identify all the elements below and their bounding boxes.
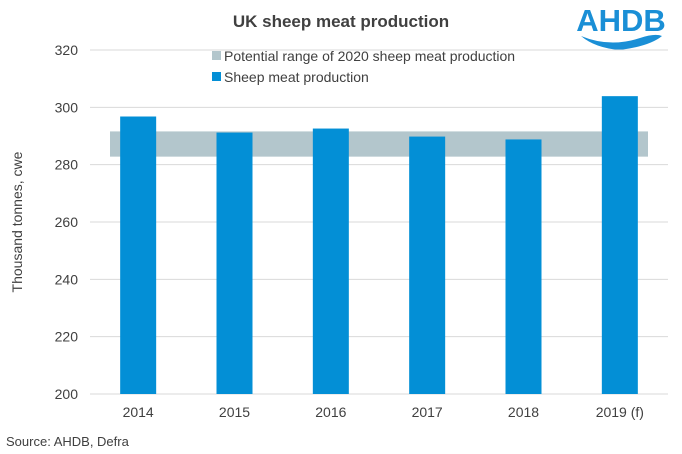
bar-2019f bbox=[601, 96, 638, 395]
x-tick-label: 2017 bbox=[412, 404, 443, 420]
y-axis-label: Thousand tonnes, cwe bbox=[9, 151, 25, 292]
logo-text: AHDB bbox=[576, 3, 666, 38]
bar-2016 bbox=[312, 128, 349, 394]
range-band bbox=[110, 131, 648, 157]
bar-2015 bbox=[216, 132, 253, 394]
bar-2018 bbox=[505, 139, 542, 394]
ahdb-logo: AHDB bbox=[576, 3, 666, 50]
source-note: Source: AHDB, Defra bbox=[6, 434, 130, 449]
bar-2014 bbox=[120, 116, 157, 395]
y-tick-label: 280 bbox=[55, 157, 79, 173]
x-tick-label: 2015 bbox=[219, 404, 250, 420]
x-tick-label: 2014 bbox=[123, 404, 154, 420]
y-tick-label: 300 bbox=[55, 99, 79, 115]
y-tick-label: 320 bbox=[55, 42, 79, 58]
legend-swatch-range bbox=[212, 51, 221, 60]
legend-label-production: Sheep meat production bbox=[224, 69, 369, 85]
y-tick-label: 220 bbox=[55, 329, 79, 345]
chart-title: UK sheep meat production bbox=[233, 12, 449, 31]
legend: Potential range of 2020 sheep meat produ… bbox=[212, 48, 515, 85]
y-tick-label: 240 bbox=[55, 271, 79, 287]
bar-2017 bbox=[409, 136, 446, 394]
x-tick-label: 2018 bbox=[508, 404, 539, 420]
legend-label-range: Potential range of 2020 sheep meat produ… bbox=[224, 48, 515, 64]
y-tick-label: 260 bbox=[55, 214, 79, 230]
y-tick-label: 200 bbox=[55, 386, 79, 402]
x-tick-label: 2019 (f) bbox=[596, 404, 644, 420]
x-tick-label: 2016 bbox=[315, 404, 346, 420]
legend-swatch-production bbox=[212, 72, 221, 81]
